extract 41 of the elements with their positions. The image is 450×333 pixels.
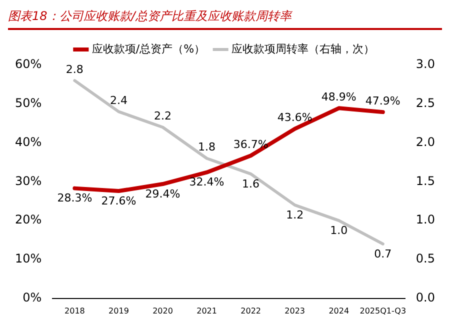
data-label: 2.2: [154, 110, 172, 123]
y-tick-label: 20%: [15, 212, 42, 227]
x-tick-label: 2018: [64, 306, 85, 316]
data-label: 32.4%: [189, 176, 224, 189]
x-tick-label: 2024: [328, 306, 350, 316]
data-label: 2.8: [66, 62, 84, 76]
data-label: 1.0: [330, 224, 348, 237]
chart-title: 图表18：公司应收账款/总资产比重及应收账款周转率: [8, 8, 442, 30]
data-label: 1.8: [198, 140, 216, 154]
x-tick-label: 2021: [196, 306, 217, 316]
y2-tick-label: 2.5: [416, 96, 436, 110]
y2-tick-label: 0.5: [416, 252, 436, 266]
y-tick-label: 10%: [15, 252, 42, 266]
data-label: 47.9%: [365, 94, 400, 108]
y-tick-label: 50%: [15, 96, 42, 110]
x-tick-label: 2025Q1-Q3: [360, 306, 406, 316]
data-label: 29.4%: [145, 187, 180, 200]
x-tick-label: 2020: [152, 306, 173, 316]
y-tick-label: 60%: [15, 57, 42, 72]
x-tick-label: 2023: [284, 306, 306, 316]
data-label: 43.6%: [277, 111, 312, 124]
data-label: 1.6: [242, 177, 260, 190]
y-tick-label: 40%: [15, 134, 42, 149]
x-tick-label: 2019: [108, 306, 129, 316]
data-label: 2.4: [110, 94, 128, 108]
y2-tick-label: 3.0: [416, 57, 436, 72]
data-label: 1.2: [286, 208, 304, 222]
legend-label: 应收款项周转率（右轴，次）: [232, 42, 375, 56]
y2-tick-label: 1.0: [416, 212, 436, 227]
data-label: 36.7%: [233, 138, 268, 151]
y2-tick-label: 0.0: [416, 290, 436, 305]
legend-label: 应收款项/总资产（%）: [92, 42, 206, 56]
data-label: 28.3%: [57, 192, 92, 205]
data-label: 48.9%: [321, 90, 356, 104]
data-label: 27.6%: [101, 194, 136, 208]
x-tick-label: 2022: [240, 306, 261, 316]
y2-tick-label: 2.0: [416, 134, 436, 149]
y-tick-label: 0%: [22, 290, 42, 305]
data-label: 0.7: [374, 247, 392, 260]
y2-tick-label: 1.5: [416, 174, 436, 188]
y-tick-label: 30%: [15, 174, 42, 188]
